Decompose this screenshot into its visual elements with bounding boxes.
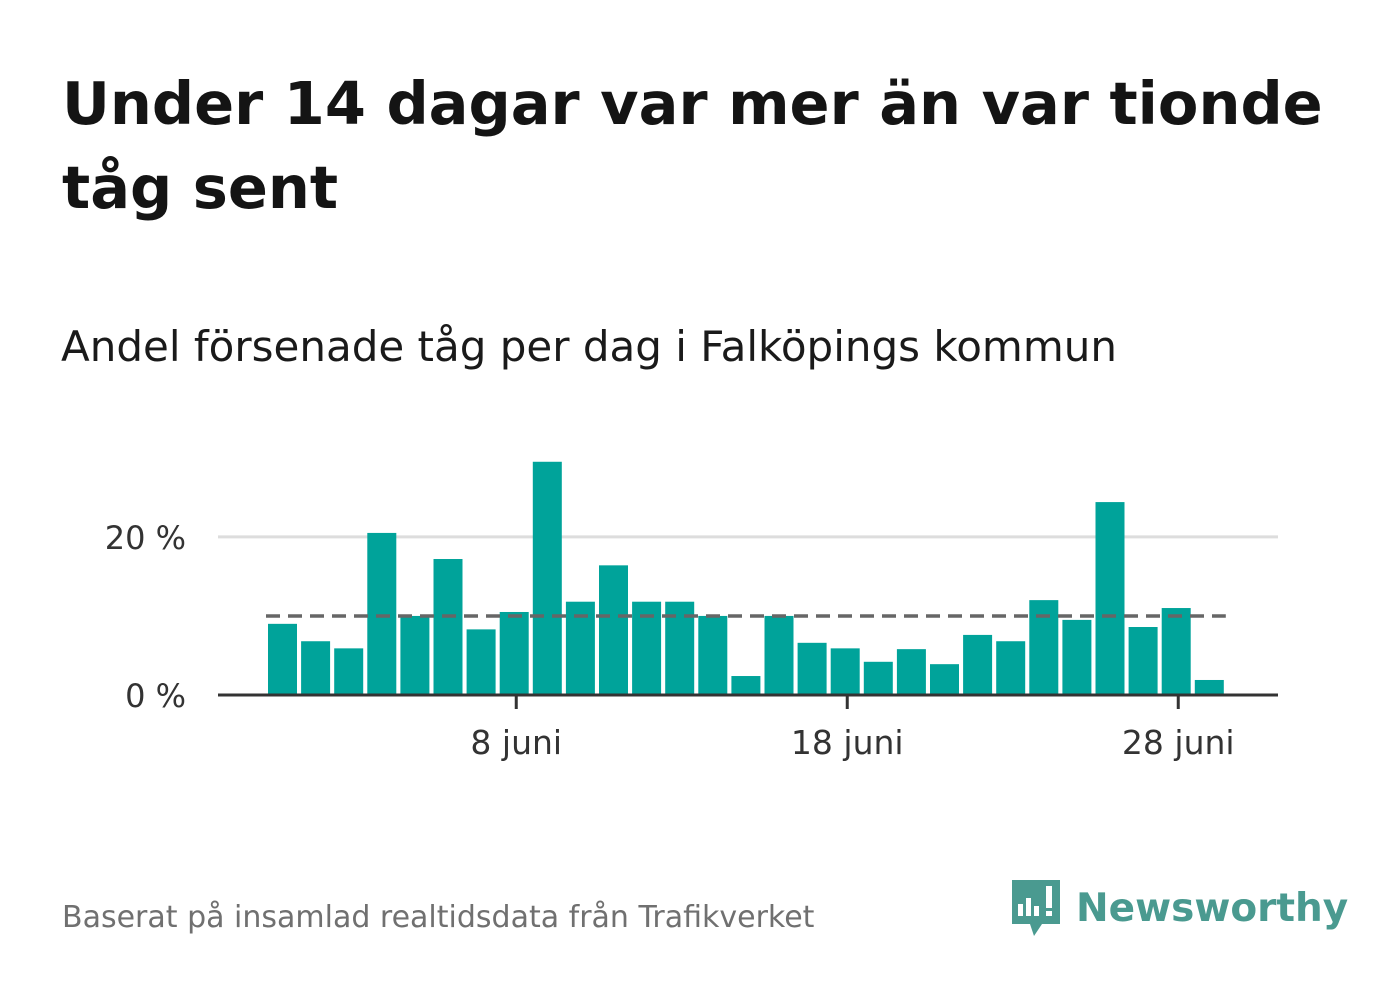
bar [797, 642, 827, 695]
bar [499, 611, 529, 695]
bar [334, 648, 364, 695]
bar [731, 676, 761, 695]
bar-chart: 0 % 20 % 8 juni 18 juni 28 juni [105, 461, 1278, 762]
chart-subtitle: Andel försenade tåg per dag i Falköpings… [61, 322, 1117, 371]
newsworthy-logo-icon [1012, 880, 1060, 936]
bar [599, 565, 628, 695]
y-tick-label: 20 % [105, 519, 186, 557]
bar [830, 648, 860, 695]
newsworthy-logo: Newsworthy [1010, 878, 1348, 938]
y-tick-label: 0 % [125, 677, 186, 715]
bar [1194, 679, 1224, 695]
bar [301, 641, 331, 695]
bar [466, 629, 496, 695]
bar [698, 615, 728, 695]
bar [930, 664, 959, 695]
source-note: Baserat på insamlad realtidsdata från Tr… [62, 900, 815, 935]
bar [268, 623, 297, 695]
bar [400, 615, 430, 695]
bar [367, 532, 397, 695]
bar [1062, 619, 1092, 695]
bar [764, 615, 794, 695]
x-tick-label: 8 juni [470, 723, 562, 762]
bar [1095, 502, 1125, 695]
bar [1128, 627, 1158, 695]
bar [433, 559, 463, 695]
bar [896, 649, 926, 695]
x-tick-label: 28 juni [1122, 723, 1235, 762]
bar [996, 641, 1026, 695]
x-tick-label: 18 juni [791, 723, 904, 762]
bar [963, 634, 993, 695]
bar [863, 661, 893, 695]
chart-title: Under 14 dagar var mer än var tionde tåg… [62, 69, 1323, 222]
brand-name: Newsworthy [1076, 885, 1349, 931]
bar [532, 461, 562, 695]
bar [1161, 608, 1191, 695]
